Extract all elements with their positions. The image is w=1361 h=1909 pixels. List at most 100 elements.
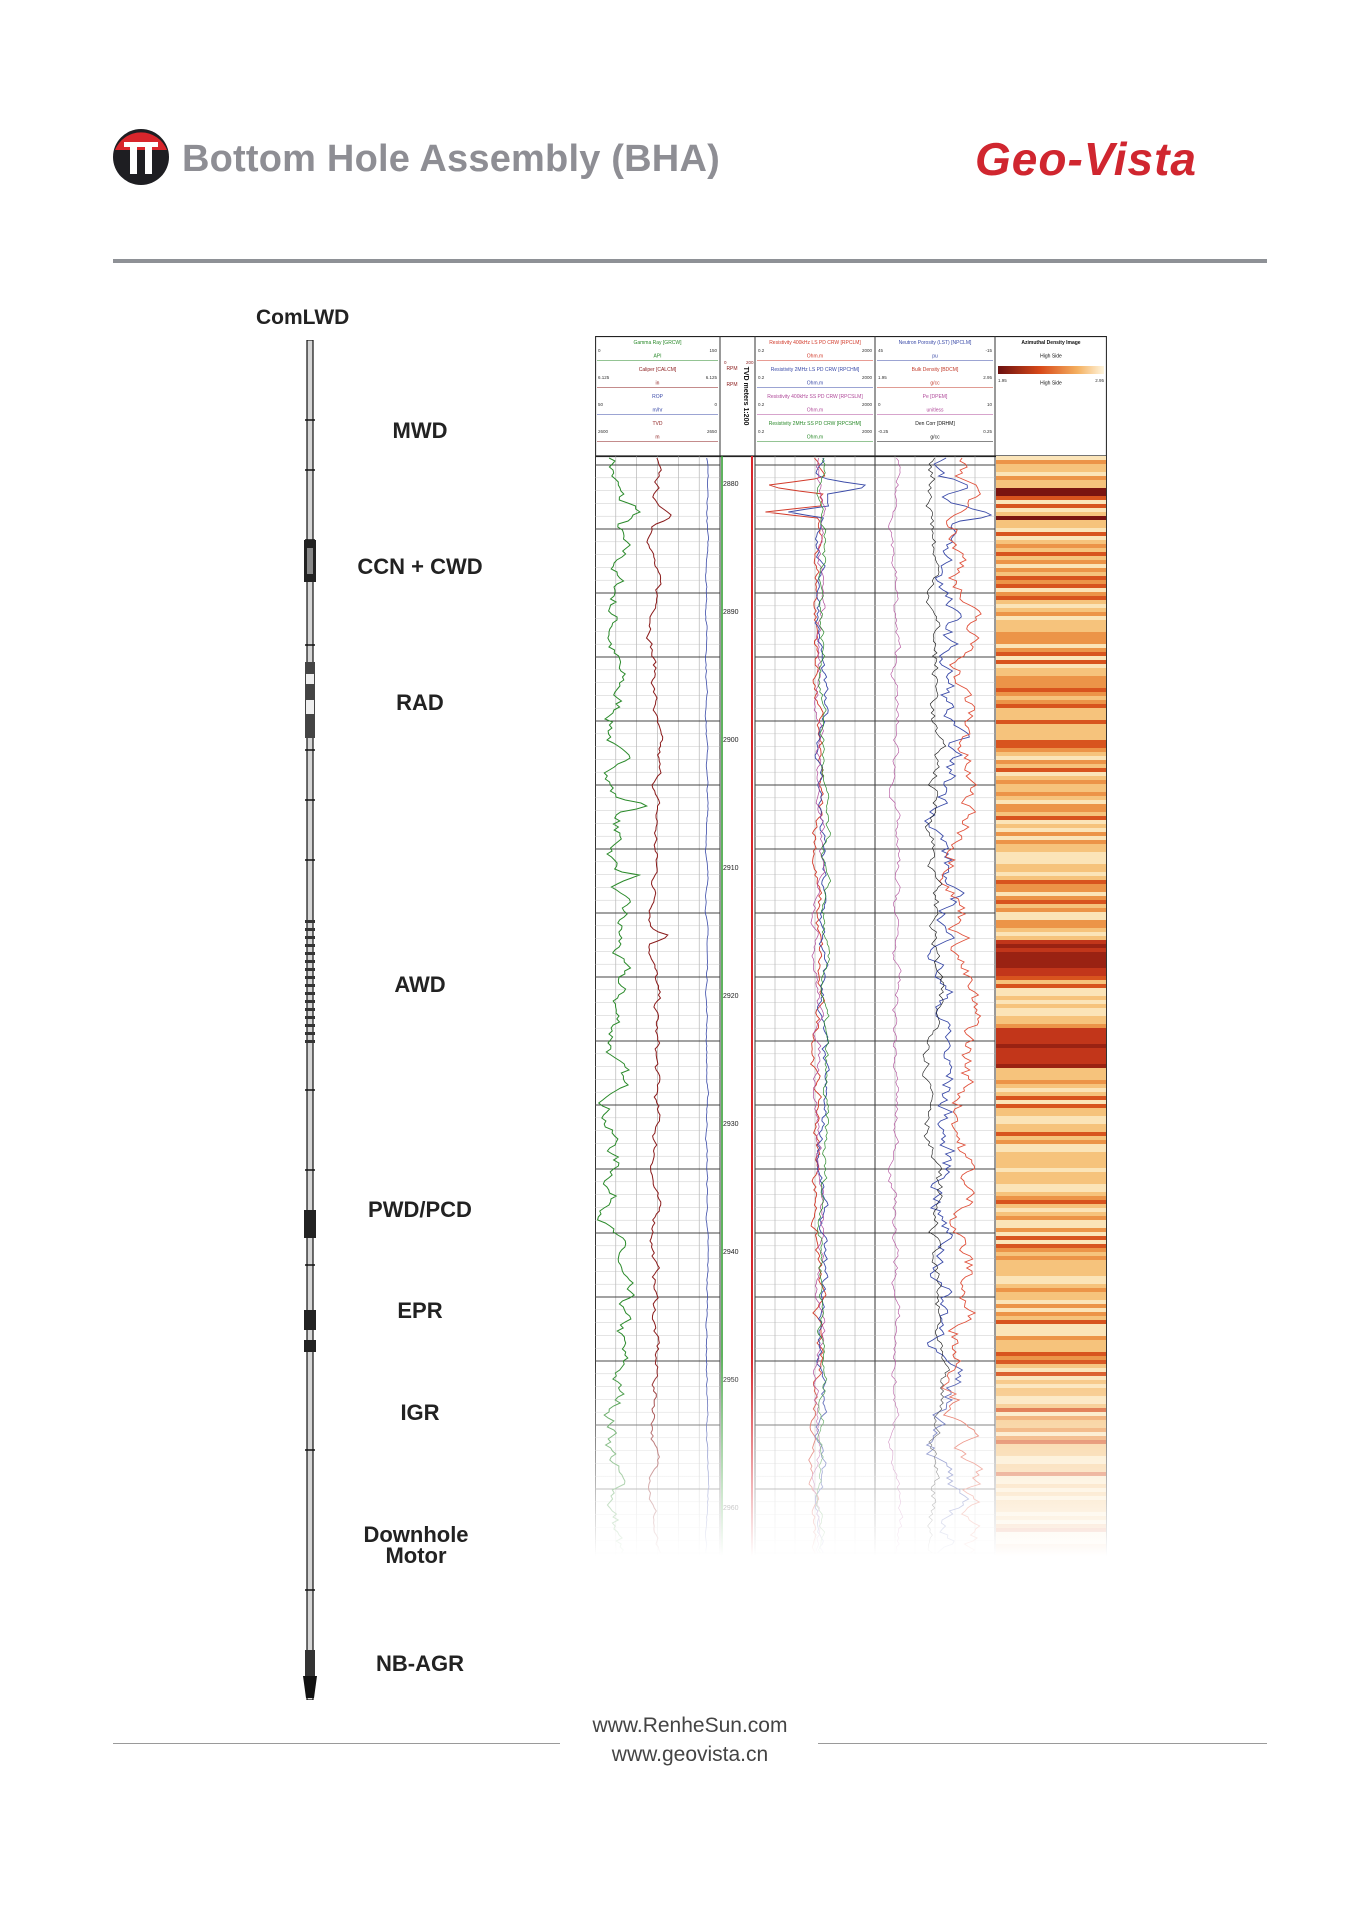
density-image-band	[996, 1340, 1106, 1345]
depth-label: 2900	[723, 737, 739, 744]
density-image-band	[996, 1284, 1106, 1289]
density-image-band	[996, 488, 1106, 493]
density-image-band	[996, 908, 1106, 913]
density-image-band	[996, 852, 1106, 857]
density-image-band	[996, 508, 1106, 513]
density-image-band	[996, 896, 1106, 901]
section-label-nb-agr: NB-AGR	[376, 1651, 464, 1676]
density-image-band	[996, 540, 1106, 545]
section-label-epr: EPR	[397, 1298, 443, 1323]
track-header-text: Pe [DPEM]	[923, 394, 948, 400]
density-image-band	[996, 644, 1106, 649]
density-image-band	[996, 1348, 1106, 1353]
density-image-band	[996, 484, 1106, 489]
section-label-pwd-pcd: PWD/PCD	[368, 1197, 472, 1222]
track-scale-text: 10	[987, 402, 993, 407]
density-image-band	[996, 560, 1106, 565]
density-image-band	[996, 1332, 1106, 1337]
density-image-band	[996, 1016, 1106, 1021]
density-image-band	[996, 1196, 1106, 1201]
density-image-band	[996, 960, 1106, 965]
density-image-band	[996, 1076, 1106, 1081]
footer-link-geovista[interactable]: www.geovista.cn	[611, 1743, 769, 1766]
density-image-band	[996, 764, 1106, 769]
density-image-band	[996, 832, 1106, 837]
density-image-band	[996, 1068, 1106, 1073]
density-image-band	[996, 652, 1106, 657]
density-image-band	[996, 1352, 1106, 1357]
density-image-band	[996, 1208, 1106, 1213]
density-image-band	[996, 592, 1106, 597]
density-image-band	[996, 760, 1106, 765]
density-image-band	[996, 516, 1106, 521]
density-image-band	[996, 616, 1106, 621]
density-image-band	[996, 916, 1106, 921]
track-scale-text: 6.125	[598, 375, 610, 380]
density-image-band	[996, 472, 1106, 477]
density-image-band	[996, 1200, 1106, 1205]
density-image-band	[996, 924, 1106, 929]
density-image-band	[996, 884, 1106, 889]
density-image-band	[996, 956, 1106, 961]
density-image-band	[996, 548, 1106, 553]
density-image-band	[996, 704, 1106, 709]
density-image-band	[996, 552, 1106, 557]
density-image-band	[996, 740, 1106, 745]
density-image-band	[996, 1188, 1106, 1193]
density-image-band	[996, 1300, 1106, 1305]
density-image-band	[996, 996, 1106, 1001]
track-header-text: m	[655, 435, 659, 441]
density-image-band	[996, 968, 1106, 973]
density-image-band	[996, 804, 1106, 809]
density-image-band	[996, 768, 1106, 773]
density-color-bar	[998, 366, 1104, 374]
density-image-band	[996, 796, 1106, 801]
density-image-band	[996, 840, 1106, 845]
track-header-text: TVD	[653, 421, 663, 427]
track-header-text: Ohm.m	[807, 381, 823, 387]
depth-label: 2910	[723, 865, 739, 872]
density-image-band	[996, 1240, 1106, 1245]
depth-label: 2890	[723, 609, 739, 616]
density-image-band	[996, 1224, 1106, 1229]
density-image-band	[996, 784, 1106, 789]
track-scale-text: 0.2	[758, 402, 765, 407]
density-image-band	[996, 1192, 1106, 1197]
track-header-text: ROP	[652, 394, 664, 400]
density-image-band	[996, 612, 1106, 617]
density-image-band	[996, 912, 1106, 917]
density-image-band	[996, 736, 1106, 741]
track-scale-text: 0.2	[758, 348, 765, 353]
density-image-band	[996, 1168, 1106, 1173]
density-image-band	[996, 708, 1106, 713]
density-image-band	[996, 1336, 1106, 1341]
density-image-band	[996, 1268, 1106, 1273]
density-image-band	[996, 976, 1106, 981]
track-header-text: RPM	[726, 366, 737, 372]
density-image-band	[996, 732, 1106, 737]
density-image-band	[996, 1288, 1106, 1293]
density-image-band	[996, 1048, 1106, 1053]
footer-link-renhesun[interactable]: www.RenheSun.com	[592, 1714, 788, 1737]
density-image-band	[996, 1328, 1106, 1333]
track-header-text: Bulk Density [BDCM]	[912, 367, 959, 373]
density-image-band	[996, 964, 1106, 969]
density-image-band	[996, 1272, 1106, 1277]
track-header-text: RPM	[726, 382, 737, 388]
track-header-text: Resistivity 400kHz SS PD CRW [RPCSLM]	[767, 394, 863, 400]
density-image-band	[996, 676, 1106, 681]
density-image-band	[996, 572, 1106, 577]
density-image-band	[996, 464, 1106, 469]
track-scale-text: 2000	[862, 429, 873, 434]
density-image-band	[996, 900, 1106, 905]
density-image-band	[996, 528, 1106, 533]
density-image-band	[996, 1260, 1106, 1265]
density-image-band	[996, 1128, 1106, 1133]
density-image-band	[996, 456, 1106, 461]
density-image-band	[996, 1044, 1106, 1049]
density-image-band	[996, 476, 1106, 481]
density-image-band	[996, 724, 1106, 729]
density-image-band	[996, 1212, 1106, 1217]
density-image-band	[996, 816, 1106, 821]
density-image-band	[996, 1172, 1106, 1177]
